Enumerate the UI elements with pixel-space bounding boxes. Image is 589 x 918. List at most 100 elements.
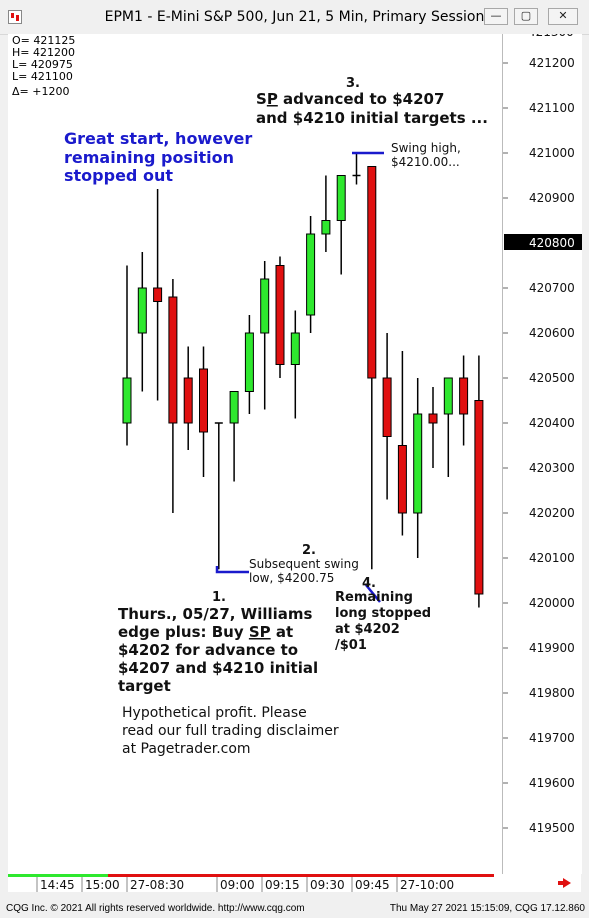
annotation-1: 1. Thurs., 05/27, Williams edge plus: Bu… [118,590,318,695]
swing-high-label: Swing high, $4210.00... [391,141,461,169]
candle [290,310,300,419]
annotation-3-line-2: and $4210 initial targets ... [256,109,488,127]
candle [183,346,193,450]
candle-body-up [306,233,316,316]
scroll-right-icon[interactable] [563,878,571,888]
annotation-3-underlined: P [267,90,278,108]
candle [275,256,285,378]
minimize-button[interactable]: — [484,8,508,25]
candle-body-down [367,166,377,379]
swing-high-line-2: $4210.00... [391,155,460,169]
candle-body-up [122,377,132,424]
candle-body-up [413,413,423,514]
candle [428,387,438,468]
copyright-text: CQG Inc. © 2021 All rights reserved worl… [6,903,305,914]
annotation-1-prefix: edge plus: Buy [118,623,249,641]
time-tick-label: 27-10:00 [400,878,454,892]
current-price-box [504,234,582,250]
candle-body-down [474,400,484,595]
close-button[interactable]: ✕ [548,8,578,25]
time-tick-label: 09:45 [355,878,390,892]
scroll-right-arrow-stem[interactable] [558,881,564,885]
price-tick-label: 419500 [529,821,575,835]
candle [153,189,163,401]
price-tick-label: 420900 [529,191,575,205]
candle-body-up [229,391,239,424]
ohlc-open: O= 421125 [12,34,75,47]
candle [244,315,254,414]
time-tick-label: 09:15 [265,878,300,892]
annotation-3-prefix: S [256,90,267,108]
candle [459,355,469,446]
disclaimer: Hypothetical profit. Please read our ful… [122,705,339,757]
ohlc-last: L= 421100 [12,70,73,83]
ohlc-low: L= 420975 [12,58,73,71]
candle-body-up [137,287,147,334]
candle [352,153,361,185]
disclaimer-line-2: read our full trading disclaimer [122,723,339,739]
close-icon: ✕ [558,9,568,22]
disclaimer-line-1: Hypothetical profit. Please [122,705,307,721]
annotation-3-suffix: advanced to $4207 [278,90,445,108]
price-tick-label: 421000 [529,146,575,160]
annotation-1-underlined: SP [249,623,271,641]
candle-body-down [168,296,178,424]
candle [336,175,346,275]
candle [306,216,316,333]
price-tick-label: 420100 [529,551,575,565]
maximize-icon: ▢ [520,9,532,22]
annotation-4-number: 4. [362,576,376,591]
candle-body-down [183,377,193,424]
annotation-2-line-1: Subsequent swing [249,557,359,571]
headline-annotation: Great start, however remaining position … [64,129,252,185]
maximize-button[interactable]: ▢ [514,8,538,25]
candle-body-up [260,278,270,334]
candle-body-up [244,332,254,392]
annotation-3-line-1: SP advanced to $4207 [256,90,444,108]
stop-marker [365,584,381,603]
candle [367,166,377,570]
annotation-3: 3. SP advanced to $4207 and $4210 initia… [256,76,488,127]
time-tick-label: 27-08:30 [130,878,184,892]
timestamp-text: Thu May 27 2021 15:15:09, CQG 17.12.860 [389,903,585,914]
candle-body-up [336,175,346,221]
annotation-1-number: 1. [212,590,226,605]
candle [382,333,392,500]
time-tick-label: 09:00 [220,878,255,892]
annotation-4-line-4: /$01 [335,638,367,653]
candle [260,261,270,410]
session-bar-green [8,874,108,877]
minimize-icon: — [490,9,502,22]
ohlc-change: Δ= +1200 [12,85,69,98]
candles-group [122,153,484,608]
candlestick-chart: O= 421125 H= 421200 L= 420975 L= 421100 … [12,34,488,757]
candle-body-down [382,377,392,437]
candle [474,355,484,608]
price-tick-label: 421200 [529,56,575,70]
annotation-2: 2. Subsequent swing low, $4200.75 [249,543,359,585]
time-axis: 14:45 15:00 27-08:30 09:00 09:15 09:30 09:45 27… [8,874,581,892]
price-tick-label: 420500 [529,371,575,385]
annotation-4-line-3: at $4202 [335,622,400,637]
candle-body-down [397,445,407,514]
price-tick-label: 420000 [529,596,575,610]
annotation-2-number: 2. [302,543,316,558]
candle [137,252,147,392]
disclaimer-line-3: at Pagetrader.com [122,741,251,757]
time-tick-label: 09:30 [310,878,345,892]
status-footer: CQG Inc. © 2021 All rights reserved worl… [0,898,589,918]
price-tick-label: 420200 [529,506,575,520]
price-tick-label: 420700 [529,281,575,295]
headline-line-1: Great start, however [64,129,252,148]
annotation-1-line-3: $4202 for advance to [118,641,298,659]
ohlc-readout: O= 421125 H= 421200 L= 420975 L= 421100 … [12,34,75,98]
candle-body-down [275,265,285,365]
price-tick-label: 420400 [529,416,575,430]
annotation-1-line-5: target [118,677,171,695]
chart-area: O= 421125 H= 421200 L= 420975 L= 421100 … [8,34,502,874]
price-axis: 421200 421100 421000 420900 420700 420600 4205… [502,34,582,874]
candle-body-up [290,332,300,365]
headline-line-2: remaining position [64,148,234,167]
price-tick-label: 421100 [529,101,575,115]
title-bar: EPM1 - E-Mini S&P 500, Jun 21, 5 Min, Pr… [0,0,589,35]
